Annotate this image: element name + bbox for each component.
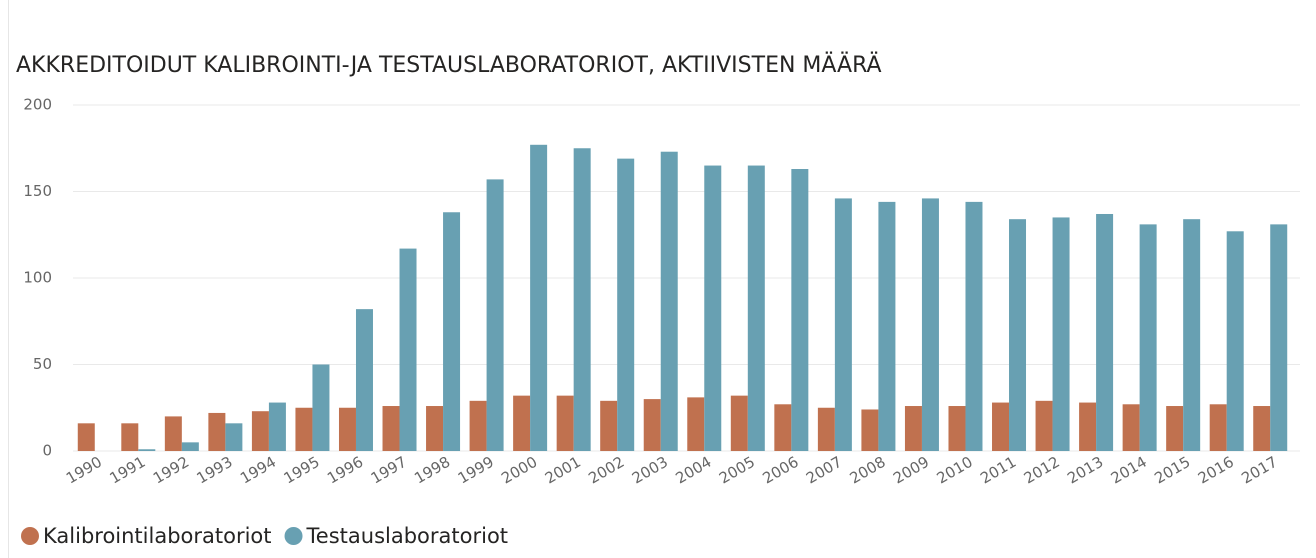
x-tick-label: 1994 (237, 453, 279, 488)
bar (730, 395, 748, 451)
bar (600, 400, 618, 451)
x-tick-label: 1990 (63, 453, 105, 488)
bar (469, 400, 487, 451)
bar (747, 165, 765, 452)
x-tick-label: 2016 (1195, 453, 1237, 488)
y-tick-label: 50 (33, 355, 52, 373)
x-tick-label: 2014 (1108, 453, 1150, 488)
bar (643, 399, 661, 451)
bar (530, 144, 548, 452)
bar (1226, 231, 1244, 451)
bar (312, 364, 330, 451)
x-tick-label: 1992 (150, 453, 192, 488)
x-tick-label: 1995 (281, 453, 323, 488)
x-tick-label: 2012 (1021, 453, 1063, 488)
legend-label: Testauslaboratoriot (306, 524, 509, 548)
bar (486, 179, 504, 451)
bar (1183, 219, 1201, 451)
x-tick-label: 2007 (803, 453, 845, 488)
y-tick-label: 100 (23, 269, 52, 287)
bar (1139, 224, 1157, 451)
legend-marker (21, 527, 39, 545)
y-tick-label: 0 (42, 442, 52, 460)
bar (774, 404, 792, 451)
bar (426, 406, 444, 451)
bar (443, 212, 461, 451)
bar (355, 309, 373, 451)
x-tick-label: 2015 (1151, 453, 1193, 488)
bar (687, 397, 705, 451)
bar (121, 423, 139, 451)
bar (1253, 406, 1271, 451)
chart-title: AKKREDITOIDUT KALIBROINTI-JA TESTAUSLABO… (16, 52, 882, 78)
bar (268, 402, 286, 451)
x-tick-label: 2001 (542, 453, 584, 488)
bar (225, 423, 243, 451)
bar (1052, 217, 1070, 451)
x-tick-label: 2011 (977, 453, 1019, 488)
bar (181, 442, 199, 451)
x-tick-label: 2009 (890, 453, 932, 488)
bar (1122, 404, 1140, 451)
bar (295, 407, 313, 451)
bar (338, 407, 356, 451)
bar (556, 395, 574, 451)
bar (1096, 213, 1114, 451)
legend-marker (284, 527, 303, 545)
x-tick-label: 2004 (672, 453, 714, 488)
bar (617, 158, 635, 451)
bar (1079, 402, 1097, 451)
x-tick-label: 2003 (629, 453, 671, 488)
bar (399, 248, 417, 451)
x-tick-label: 2013 (1064, 453, 1106, 488)
x-tick-label: 2000 (498, 453, 540, 488)
bar (513, 395, 531, 451)
bar (1009, 219, 1027, 451)
x-tick-label: 2017 (1238, 453, 1280, 488)
bar (251, 411, 269, 451)
bar (382, 406, 400, 451)
bar (861, 409, 879, 451)
bar (1166, 406, 1184, 451)
x-tick-label: 2008 (847, 453, 889, 488)
x-tick-label: 1996 (324, 453, 366, 488)
bar (948, 406, 966, 451)
x-tick-label: 2002 (585, 453, 627, 488)
bar (878, 201, 896, 451)
bar (834, 198, 852, 451)
bar (965, 201, 983, 451)
bar (921, 198, 939, 451)
x-tick-label: 1997 (368, 453, 410, 488)
bar (704, 165, 722, 452)
bar (992, 402, 1010, 451)
x-tick-label: 2010 (934, 453, 976, 488)
x-tick-label: 2005 (716, 453, 758, 488)
x-tick-label: 1993 (194, 453, 236, 488)
y-tick-label: 150 (23, 182, 52, 200)
bar (573, 148, 591, 451)
x-tick-label: 1999 (455, 453, 497, 488)
bar (138, 449, 156, 451)
legend-label: Kalibrointilaboratoriot (43, 524, 272, 548)
bar (1270, 224, 1288, 451)
x-tick-label: 1998 (411, 453, 453, 488)
bar (660, 151, 678, 451)
bar (77, 423, 95, 451)
bar (208, 412, 226, 451)
x-tick-label: 2006 (760, 453, 802, 488)
bar (1035, 400, 1053, 451)
bar (904, 406, 922, 451)
bar (791, 169, 809, 451)
bar (164, 416, 182, 451)
x-tick-label: 1991 (106, 453, 148, 488)
bar (1209, 404, 1227, 451)
y-tick-label: 200 (23, 96, 52, 114)
bar (817, 407, 835, 451)
